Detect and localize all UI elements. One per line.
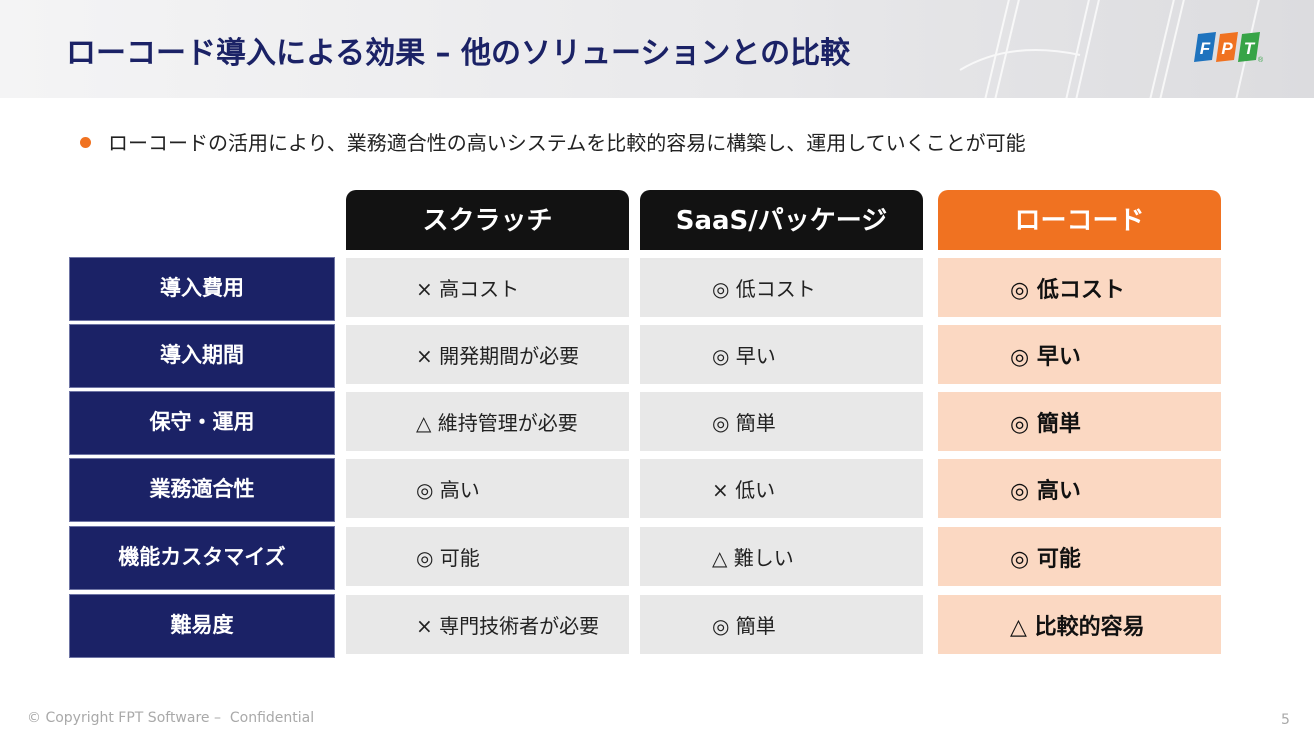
cell-period-lowcode: ◎ 早い (938, 325, 1221, 384)
row-label-period: 導入期間 (69, 324, 335, 388)
fpt-logo-icon: F P T® (1194, 32, 1264, 64)
logo-letter-t: T (1244, 39, 1256, 58)
cell-maintenance-scratch: △ 維持管理が必要 (346, 392, 629, 451)
slide-title: ローコード導入による効果 – 他のソリューションとの比較 (66, 36, 851, 71)
cell-difficulty-lowcode: △ 比較的容易 (938, 595, 1221, 654)
cell-cost-scratch: × 高コスト (346, 258, 629, 317)
cell-maintenance-lowcode: ◎ 簡単 (938, 392, 1221, 451)
slide-header: ローコード導入による効果 – 他のソリューションとの比較 F P T ® (0, 0, 1314, 98)
cell-customize-lowcode: ◎ 可能 (938, 527, 1221, 586)
cell-fit-saas: × 低い (640, 459, 923, 518)
logo-flag-t (1238, 32, 1260, 62)
row-label-difficulty: 難易度 (69, 594, 335, 658)
cell-cost-saas: ◎ 低コスト (640, 258, 923, 317)
cell-period-saas: ◎ 早い (640, 325, 923, 384)
cell-cost-lowcode: ◎ 低コスト (938, 258, 1221, 317)
logo-letter-p: P (1221, 39, 1233, 58)
column-header-scratch: スクラッチ (346, 190, 629, 250)
bullet-dot-icon (80, 137, 91, 148)
column-header-lowcode: ローコード (938, 190, 1221, 250)
cell-difficulty-scratch: × 専門技術者が必要 (346, 595, 629, 654)
logo-letter-f: F (1200, 39, 1211, 58)
cell-maintenance-saas: ◎ 簡単 (640, 392, 923, 451)
cell-customize-scratch: ◎ 可能 (346, 527, 629, 586)
logo-flag-f (1194, 32, 1216, 62)
row-label-maintenance: 保守・運用 (69, 391, 335, 455)
cell-fit-scratch: ◎ 高い (346, 459, 629, 518)
logo-registered-mark: ® (1258, 56, 1264, 64)
row-label-fit: 業務適合性 (69, 458, 335, 522)
cell-fit-lowcode: ◎ 高い (938, 459, 1221, 518)
page-number: 5 (1281, 712, 1290, 728)
cell-customize-saas: △ 難しい (640, 527, 923, 586)
bullet-point: ローコードの活用により、業務適合性の高いシステムを比較的容易に構築し、運用してい… (80, 127, 1026, 156)
cell-period-scratch: × 開発期間が必要 (346, 325, 629, 384)
fpt-logo: F P T ® (1192, 32, 1264, 68)
header-decoration (959, 0, 1260, 98)
row-label-customize: 機能カスタマイズ (69, 526, 335, 590)
column-header-saas: SaaS/パッケージ (640, 190, 923, 250)
cell-difficulty-saas: ◎ 簡単 (640, 595, 923, 654)
logo-flag-p (1216, 32, 1238, 62)
row-label-cost: 導入費用 (69, 257, 335, 321)
copyright-footer: © Copyright FPT Software – Confidential (27, 710, 315, 726)
bullet-text: ローコードの活用により、業務適合性の高いシステムを比較的容易に構築し、運用してい… (108, 131, 1026, 155)
